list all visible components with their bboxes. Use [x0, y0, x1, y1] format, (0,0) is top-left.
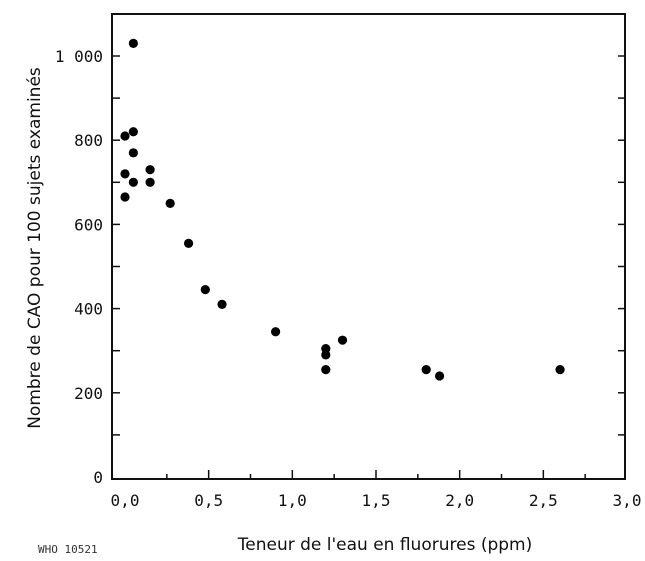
- x-tick-label: 1,5: [362, 491, 391, 510]
- data-point: [217, 299, 227, 309]
- x-tick-label: 2,5: [529, 491, 558, 510]
- data-point: [165, 198, 175, 208]
- data-point: [120, 192, 130, 202]
- x-tick-label: 0,5: [194, 491, 223, 510]
- data-point: [200, 285, 210, 295]
- data-point: [434, 371, 445, 381]
- y-tick-label: 400: [74, 300, 103, 319]
- y-tick-label: 1 000: [55, 47, 103, 66]
- data-point: [120, 131, 130, 141]
- data-point: [120, 169, 130, 179]
- data-point: [128, 177, 138, 187]
- data-point: [321, 343, 331, 354]
- x-tick-label: 2,0: [445, 491, 474, 510]
- y-axis-ticks: 0 200 400 600 800 1 000: [55, 47, 120, 487]
- data-point: [145, 177, 155, 187]
- data-point: [321, 350, 331, 360]
- x-axis-label: Teneur de l'eau en fluorures (ppm): [237, 535, 533, 555]
- data-point: [128, 148, 138, 158]
- y-axis-label: Nombre de CAO pour 100 sujets examinés: [25, 67, 45, 429]
- data-point: [128, 38, 138, 48]
- data-point: [145, 165, 155, 175]
- figure-reference: WHO 10521: [38, 543, 98, 556]
- data-point: [555, 365, 565, 375]
- x-tick-label: 1,0: [278, 491, 307, 510]
- plot-frame: [111, 13, 626, 480]
- y-tick-label: 0: [93, 468, 103, 487]
- data-point: [271, 327, 281, 337]
- right-axis-ticks: [618, 55, 625, 436]
- data-points: [120, 38, 565, 381]
- y-tick-label: 600: [74, 215, 103, 234]
- y-tick-label: 200: [74, 384, 103, 403]
- data-point: [337, 335, 348, 345]
- x-tick-label: 3,0: [613, 491, 642, 510]
- x-tick-label: 0,0: [111, 491, 140, 510]
- data-point: [128, 127, 138, 137]
- data-point: [183, 238, 194, 248]
- y-tick-label: 800: [74, 131, 103, 150]
- x-axis-ticks: 0,0 0,5 1,0 1,5 2,0 2,5 3,0: [111, 470, 642, 510]
- data-point: [321, 365, 331, 375]
- data-point: [421, 365, 431, 375]
